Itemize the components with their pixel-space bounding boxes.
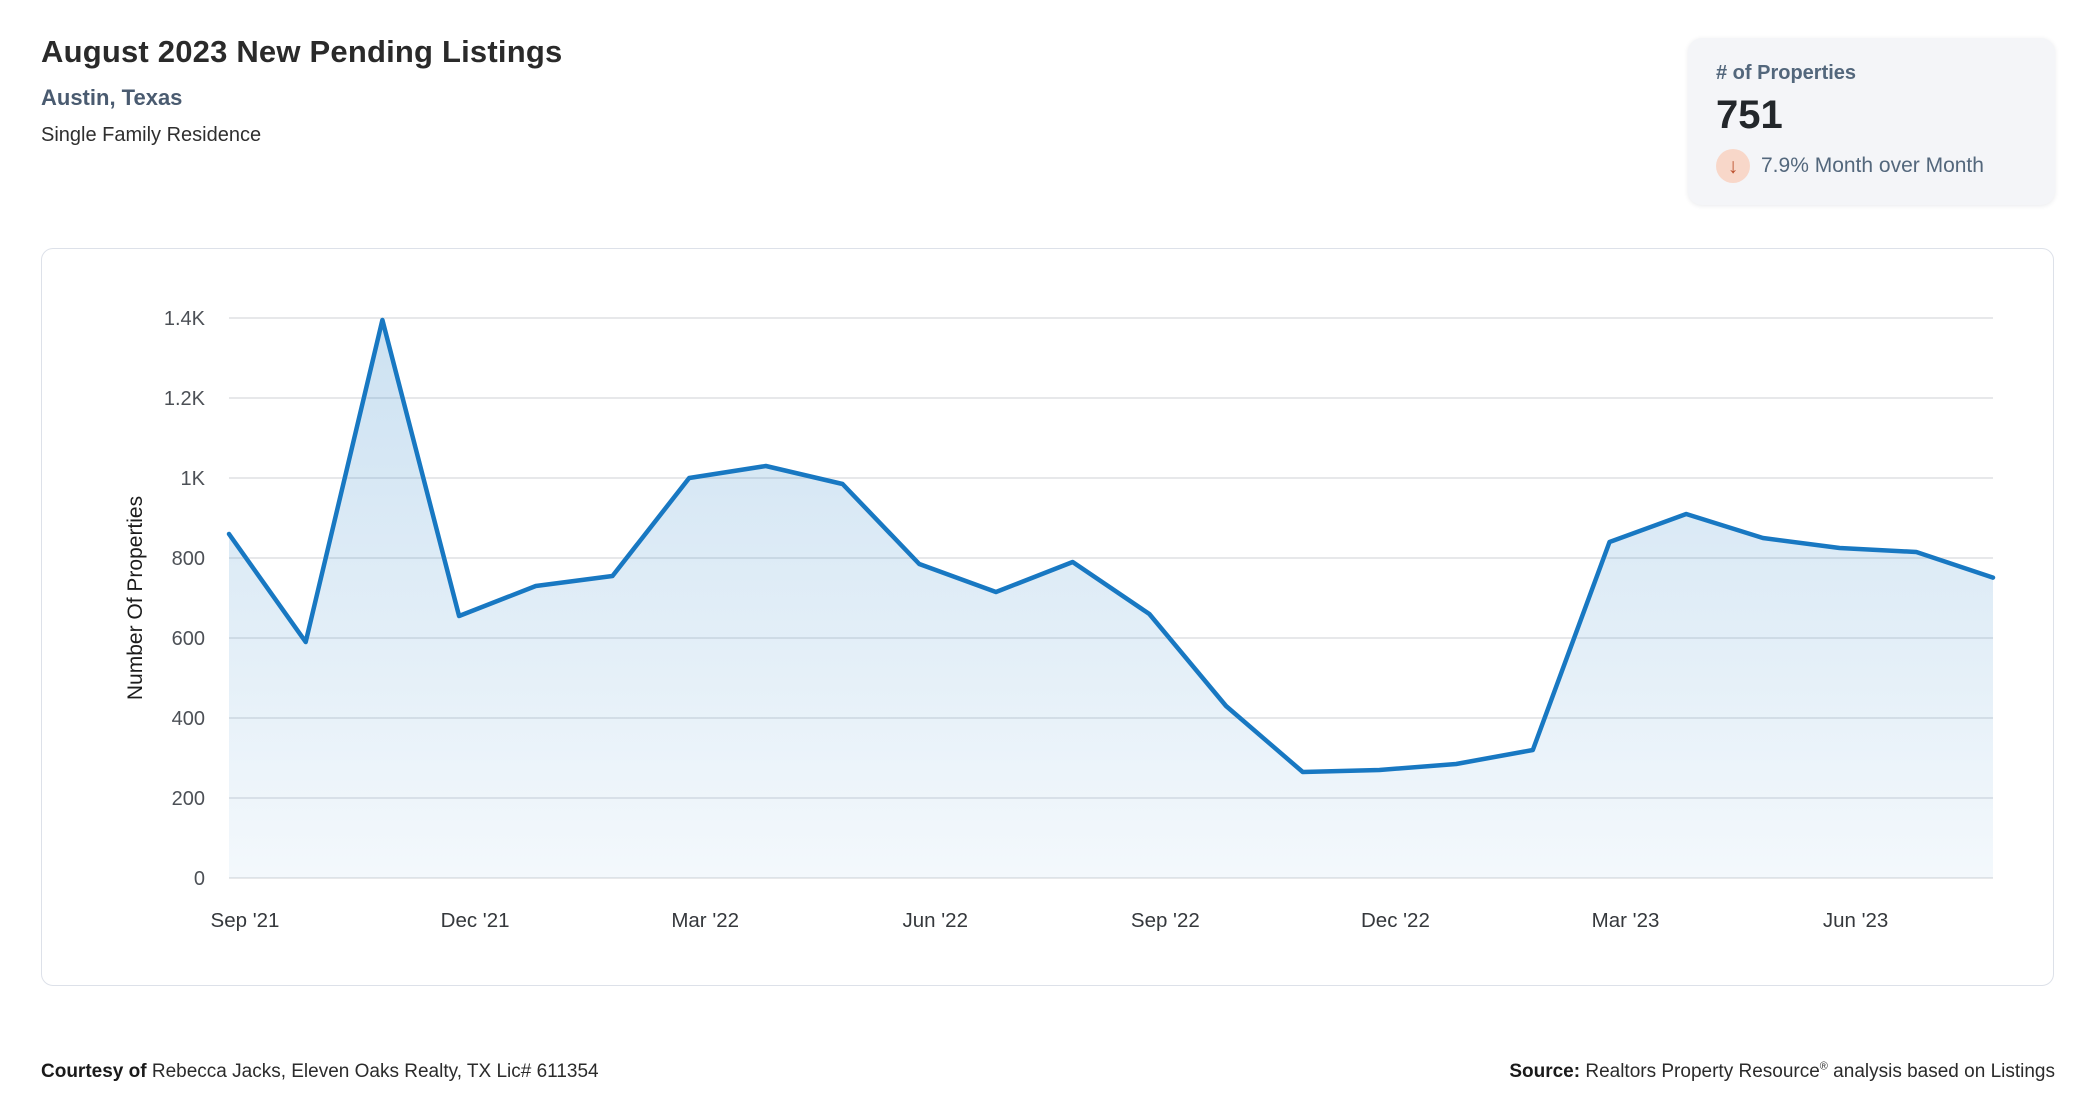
y-tick-label: 0 bbox=[194, 868, 205, 890]
x-tick-label: Sep '21 bbox=[211, 909, 280, 932]
y-tick-label: 1.4K bbox=[164, 308, 206, 330]
x-tick-label: Mar '23 bbox=[1592, 909, 1660, 932]
properties-stat-card: # of Properties 751 ↓ 7.9% Month over Mo… bbox=[1688, 38, 2055, 205]
x-tick-label: Jun '23 bbox=[1823, 909, 1888, 932]
x-tick-label: Mar '22 bbox=[671, 909, 739, 932]
y-tick-label: 800 bbox=[172, 548, 205, 570]
trend-line bbox=[226, 317, 1996, 775]
source-text-1: Realtors Property Resource bbox=[1580, 1061, 1820, 1082]
property-type-label: Single Family Residence bbox=[41, 124, 262, 146]
x-tick-label: Dec '21 bbox=[441, 909, 510, 932]
stat-label: # of Properties bbox=[1716, 62, 1857, 84]
stat-change-row: ↓ 7.9% Month over Month bbox=[1716, 149, 2027, 183]
report-header: August 2023 New Pending Listings Austin,… bbox=[41, 34, 562, 147]
courtesy-text: Rebecca Jacks, Eleven Oaks Realty, TX Li… bbox=[146, 1061, 599, 1082]
y-tick-label: 400 bbox=[172, 708, 205, 730]
source-label: Source: bbox=[1509, 1061, 1581, 1082]
chart-card: 0 200 400 600 800 1K 1.2K 1.4K Sep '21 Dec '21 Mar… bbox=[41, 248, 2054, 986]
y-tick-label: 600 bbox=[172, 628, 205, 650]
month-over-month-text: 7.9% Month over Month bbox=[1761, 154, 1984, 177]
y-tick-label: 1K bbox=[181, 468, 206, 490]
x-tick-label: Dec '22 bbox=[1361, 909, 1430, 932]
pending-listings-area-chart: 0 200 400 600 800 1K 1.2K 1.4K Sep '21 Dec '21 Mar… bbox=[164, 308, 1996, 932]
y-tick-label: 200 bbox=[172, 788, 205, 810]
source-note: Source: Realtors Property Resource® anal… bbox=[1509, 1061, 2055, 1083]
x-tick-label: Jun '22 bbox=[903, 909, 968, 932]
x-tick-label: Sep '22 bbox=[1131, 909, 1200, 932]
page-title: August 2023 New Pending Listings bbox=[41, 34, 563, 69]
arrow-down-badge: ↓ bbox=[1716, 149, 1750, 183]
report-footer: Courtesy of Rebecca Jacks, Eleven Oaks R… bbox=[41, 1056, 2055, 1088]
stat-value: 751 bbox=[1716, 93, 1783, 137]
courtesy-note: Courtesy of Rebecca Jacks, Eleven Oaks R… bbox=[41, 1061, 599, 1083]
source-text-2: analysis based on Listings bbox=[1827, 1061, 2055, 1082]
location-subtitle: Austin, Texas bbox=[41, 85, 183, 110]
y-tick-label: 1.2K bbox=[164, 388, 206, 410]
registered-mark: ® bbox=[1819, 1060, 1828, 1073]
area-fill bbox=[229, 320, 1993, 878]
y-axis-title: Number Of Properties bbox=[124, 495, 147, 701]
arrow-down-icon: ↓ bbox=[1727, 154, 1739, 178]
courtesy-label: Courtesy of bbox=[41, 1061, 147, 1082]
